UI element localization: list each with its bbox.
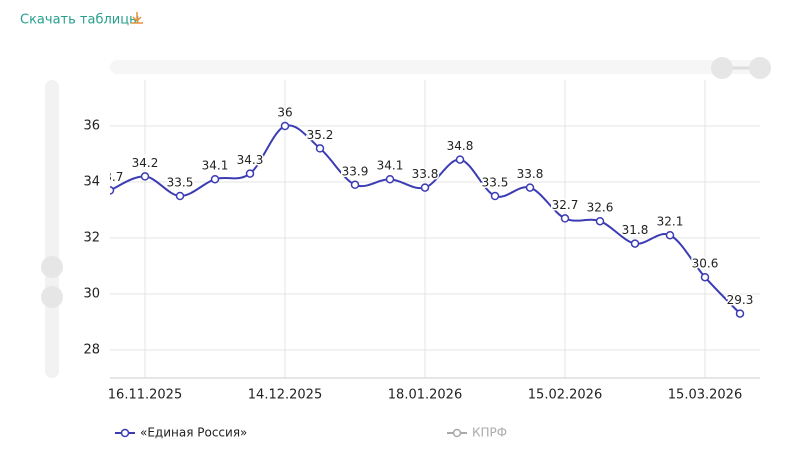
y-zoom-track xyxy=(45,80,59,378)
point xyxy=(700,272,710,282)
legend-label[interactable]: «Единая Россия» xyxy=(140,426,247,440)
point xyxy=(385,174,395,184)
data-label: 35.2 xyxy=(307,128,334,142)
download-icon[interactable] xyxy=(131,12,143,24)
y-tick-label: 36 xyxy=(83,119,100,134)
point xyxy=(350,180,360,190)
x-tick-label: 14.12.2025 xyxy=(248,388,322,403)
data-label: 33.8 xyxy=(412,167,439,181)
data-label: 29.3 xyxy=(727,293,754,307)
legend-marker xyxy=(452,428,462,438)
x-tick-label: 16.11.2025 xyxy=(108,388,182,403)
point xyxy=(140,172,150,181)
data-label: 33.5 xyxy=(167,176,194,190)
y-tick-label: 28 xyxy=(83,343,100,358)
data-label: 33.9 xyxy=(342,164,369,178)
point xyxy=(455,155,465,164)
download-link[interactable]: Скачать таблицы xyxy=(20,13,139,28)
point xyxy=(560,214,570,223)
x-zoom-track xyxy=(110,60,760,74)
point xyxy=(490,191,500,201)
legend-marker xyxy=(120,428,130,438)
data-label: 34.3 xyxy=(237,153,264,167)
x-tick-label: 15.02.2026 xyxy=(528,388,602,403)
y-tick-label: 30 xyxy=(83,287,100,302)
x-tick-label: 15.03.2026 xyxy=(668,388,742,403)
zoom-handle[interactable] xyxy=(41,256,63,278)
data-label: 36 xyxy=(277,106,292,120)
point xyxy=(735,309,745,318)
data-label: 30.6 xyxy=(692,257,719,271)
point xyxy=(665,230,675,240)
zoom-handle[interactable] xyxy=(41,286,63,308)
point xyxy=(210,174,220,184)
point xyxy=(280,121,290,131)
data-label: 33.7 xyxy=(97,170,124,184)
data-label: 34.8 xyxy=(447,139,474,153)
data-label: 34.2 xyxy=(132,156,159,170)
data-label: 34.1 xyxy=(377,159,404,173)
data-label: 32.6 xyxy=(587,201,614,215)
data-label: 33.8 xyxy=(517,167,544,181)
data-label: 33.5 xyxy=(482,176,509,190)
point xyxy=(315,144,325,153)
point xyxy=(630,239,640,248)
zoom-handle[interactable] xyxy=(711,57,733,79)
data-label: 34.1 xyxy=(202,159,229,173)
y-tick-label: 32 xyxy=(83,231,100,246)
x-tick-label: 18.01.2026 xyxy=(388,388,462,403)
point xyxy=(175,191,185,201)
point xyxy=(525,183,535,192)
legend-label[interactable]: КПРФ xyxy=(472,426,507,440)
plot-area: 33.7 34.2 33.5 34.1 34.3 36 35.2 33.9 34.1 33.8 34… xyxy=(97,104,755,318)
data-label: 32.7 xyxy=(552,198,579,212)
y-tick-label: 34 xyxy=(83,175,100,190)
data-label: 31.8 xyxy=(622,223,649,237)
point xyxy=(110,186,115,195)
zoom-handle[interactable] xyxy=(749,57,771,79)
point xyxy=(245,169,255,178)
data-label: 32.1 xyxy=(657,215,684,229)
point xyxy=(420,183,430,192)
point xyxy=(595,216,605,226)
